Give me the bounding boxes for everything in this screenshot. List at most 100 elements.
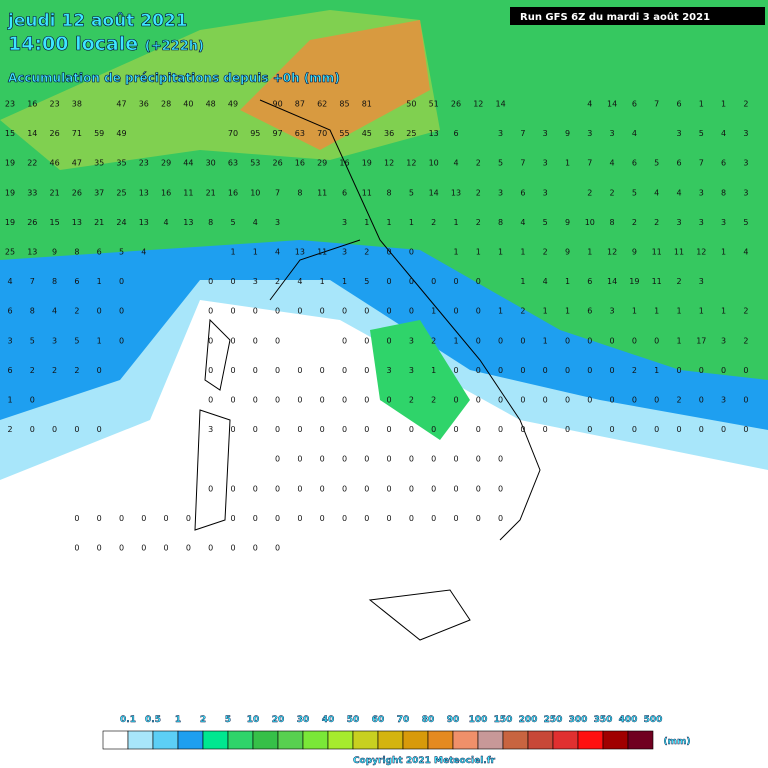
grid-value: 3 (721, 396, 726, 405)
grid-value: 0 (431, 484, 436, 493)
grid-value: 1 (565, 159, 570, 168)
grid-value: 2 (520, 307, 525, 316)
grid-value: 0 (253, 544, 258, 553)
grid-value: 3 (699, 218, 704, 227)
grid-value: 0 (387, 248, 392, 257)
grid-value: 3 (610, 129, 615, 138)
grid-value: 0 (453, 455, 458, 464)
grid-value: 6 (632, 159, 637, 168)
grid-value: 1 (632, 307, 637, 316)
grid-value: 0 (297, 514, 302, 523)
grid-value: 7 (654, 100, 659, 109)
grid-value: 1 (654, 366, 659, 375)
grid-value: 26 (451, 100, 461, 109)
grid-value: 71 (72, 129, 82, 138)
grid-value: 0 (342, 425, 347, 434)
grid-value: 5 (699, 129, 704, 138)
legend-swatch (227, 730, 254, 750)
legend-label: 300 (569, 715, 588, 725)
grid-value: 4 (164, 218, 169, 227)
grid-value: 0 (164, 544, 169, 553)
grid-value: 9 (52, 248, 57, 257)
grid-value: 4 (253, 218, 258, 227)
grid-value: 0 (342, 455, 347, 464)
grid-value: 0 (208, 484, 213, 493)
grid-value: 14 (496, 100, 506, 109)
grid-value: 19 (5, 188, 15, 197)
legend-label: 70 (397, 715, 410, 725)
grid-value: 0 (342, 336, 347, 345)
grid-value: 0 (632, 336, 637, 345)
grid-value: 0 (543, 366, 548, 375)
grid-value: 0 (186, 544, 191, 553)
grid-value: 7 (30, 277, 35, 286)
grid-value: 0 (431, 277, 436, 286)
grid-value: 0 (409, 425, 414, 434)
grid-value: 0 (676, 425, 681, 434)
grid-value: 0 (431, 514, 436, 523)
grid-value: 22 (27, 159, 37, 168)
grid-value: 7 (520, 159, 525, 168)
legend-label: 5 (225, 715, 231, 725)
grid-value: 2 (431, 336, 436, 345)
grid-value: 0 (141, 514, 146, 523)
grid-value: 44 (183, 159, 193, 168)
grid-value: 8 (52, 277, 57, 286)
grid-value: 11 (317, 188, 327, 197)
grid-value: 26 (27, 218, 37, 227)
grid-value: 0 (498, 455, 503, 464)
grid-value: 36 (139, 100, 149, 109)
grid-value: 8 (208, 218, 213, 227)
grid-value: 0 (230, 277, 235, 286)
grid-value: 0 (587, 366, 592, 375)
grid-value: 0 (253, 366, 258, 375)
grid-value: 8 (387, 188, 392, 197)
grid-value: 0 (387, 277, 392, 286)
grid-value: 8 (610, 218, 615, 227)
grid-value: 62 (317, 100, 327, 109)
grid-value: 0 (342, 396, 347, 405)
grid-value: 0 (476, 366, 481, 375)
grid-value: 3 (253, 277, 258, 286)
grid-value: 2 (52, 366, 57, 375)
legend-swatch (102, 730, 129, 750)
grid-value: 6 (587, 277, 592, 286)
legend-label: 90 (447, 715, 460, 725)
grid-value: 0 (387, 396, 392, 405)
grid-value: 0 (409, 455, 414, 464)
grid-value: 3 (721, 218, 726, 227)
grid-value: 0 (119, 307, 124, 316)
grid-value: 1 (543, 336, 548, 345)
grid-value: 2 (676, 396, 681, 405)
grid-value: 0 (208, 307, 213, 316)
grid-value: 0 (342, 366, 347, 375)
grid-value: 3 (676, 218, 681, 227)
grid-value: 0 (498, 396, 503, 405)
coastline (194, 318, 471, 641)
grid-value: 50 (406, 100, 416, 109)
grid-value: 0 (297, 396, 302, 405)
grid-value: 3 (7, 336, 12, 345)
grid-value: 1 (230, 248, 235, 257)
grid-value: 0 (498, 484, 503, 493)
grid-value: 11 (652, 277, 662, 286)
grid-value: 3 (743, 188, 748, 197)
grid-value: 8 (721, 188, 726, 197)
grid-value: 49 (228, 100, 238, 109)
legend-label: 500 (644, 715, 663, 725)
legend-swatch (477, 730, 504, 750)
grid-value: 0 (364, 396, 369, 405)
grid-value: 37 (94, 188, 104, 197)
run: Run GFS 6Z du mardi 3 août 2021 (520, 11, 710, 23)
time: 14:00 locale (+222h) (8, 33, 204, 55)
grid-value: 0 (453, 425, 458, 434)
grid-value: 15 (50, 218, 60, 227)
grid-value: 6 (520, 188, 525, 197)
grid-value: 0 (275, 514, 280, 523)
grid-value: 12 (696, 248, 706, 257)
grid-value: 13 (139, 218, 149, 227)
grid-value: 0 (632, 396, 637, 405)
grid-value: 6 (676, 100, 681, 109)
grid-value: 0 (230, 336, 235, 345)
grid-value: 16 (228, 188, 238, 197)
